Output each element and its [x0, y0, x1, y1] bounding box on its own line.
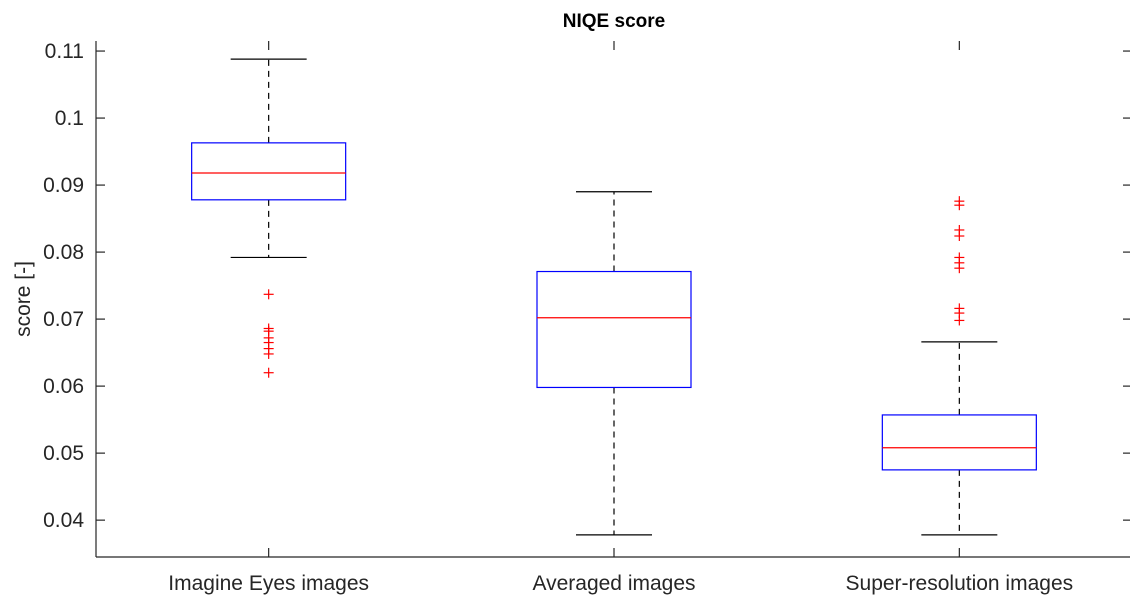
y-tick-label: 0.05 — [43, 442, 84, 465]
outlier-marker — [954, 200, 965, 211]
y-tick-label: 0.11 — [45, 40, 84, 63]
y-tick-label: 0.06 — [43, 375, 84, 398]
plot-area — [96, 41, 1130, 557]
iqr-box — [536, 270, 692, 389]
outlier-marker — [263, 367, 274, 378]
y-tick-label: 0.07 — [43, 308, 84, 331]
x-tick-label: Imagine Eyes images — [168, 572, 369, 595]
outlier-marker — [263, 289, 274, 300]
y-tick-label: 0.04 — [43, 509, 84, 532]
y-tick-label: 0.1 — [55, 107, 84, 130]
axes — [95, 41, 1130, 558]
outlier-marker — [954, 315, 965, 326]
box-1 — [191, 58, 347, 378]
x-tick-label: Super-resolution images — [846, 572, 1074, 595]
y-tick-labels: 0.04 0.05 0.06 0.07 0.08 0.09 0.1 0.11 — [43, 40, 84, 532]
y-axis-label: score [-] — [12, 261, 35, 337]
x-tick-label: Averaged images — [532, 572, 695, 595]
chart-title: NIQE score — [563, 11, 665, 32]
outlier-marker — [954, 231, 965, 242]
box-2 — [536, 191, 692, 536]
iqr-box — [881, 414, 1037, 471]
y-tick-label: 0.08 — [43, 241, 84, 264]
x-tick-labels: Imagine Eyes images Averaged images Super-… — [168, 572, 1073, 595]
iqr-box — [191, 142, 347, 201]
outlier-marker — [954, 263, 965, 274]
boxes-group — [191, 58, 1037, 536]
y-tick-label: 0.09 — [43, 174, 84, 197]
box-3 — [881, 196, 1037, 536]
outlier-marker — [263, 348, 274, 359]
